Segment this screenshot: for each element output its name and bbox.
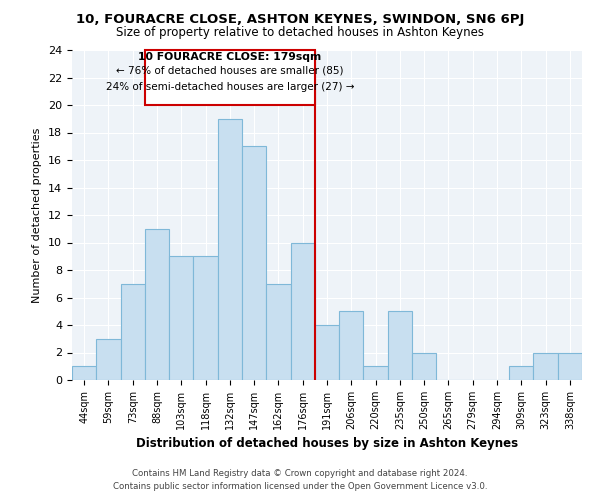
Bar [169,256,193,380]
Text: Contains HM Land Registry data © Crown copyright and database right 2024.
Contai: Contains HM Land Registry data © Crown c… [113,470,487,491]
Bar [242,146,266,380]
Bar [193,256,218,380]
Bar [145,229,169,380]
Bar [509,366,533,380]
Bar [315,325,339,380]
Bar [364,366,388,380]
Bar [412,352,436,380]
Text: 10 FOURACRE CLOSE: 179sqm: 10 FOURACRE CLOSE: 179sqm [138,52,322,62]
Bar [533,352,558,380]
Bar [388,311,412,380]
Bar [290,242,315,380]
FancyBboxPatch shape [145,50,315,105]
X-axis label: Distribution of detached houses by size in Ashton Keynes: Distribution of detached houses by size … [136,438,518,450]
Bar [558,352,582,380]
Bar [339,311,364,380]
Text: 10, FOURACRE CLOSE, ASHTON KEYNES, SWINDON, SN6 6PJ: 10, FOURACRE CLOSE, ASHTON KEYNES, SWIND… [76,12,524,26]
Text: Size of property relative to detached houses in Ashton Keynes: Size of property relative to detached ho… [116,26,484,39]
Bar [72,366,96,380]
Text: 24% of semi-detached houses are larger (27) →: 24% of semi-detached houses are larger (… [106,82,354,92]
Bar [218,118,242,380]
Text: ← 76% of detached houses are smaller (85): ← 76% of detached houses are smaller (85… [116,66,344,76]
Bar [266,284,290,380]
Bar [96,339,121,380]
Y-axis label: Number of detached properties: Number of detached properties [32,128,43,302]
Bar [121,284,145,380]
